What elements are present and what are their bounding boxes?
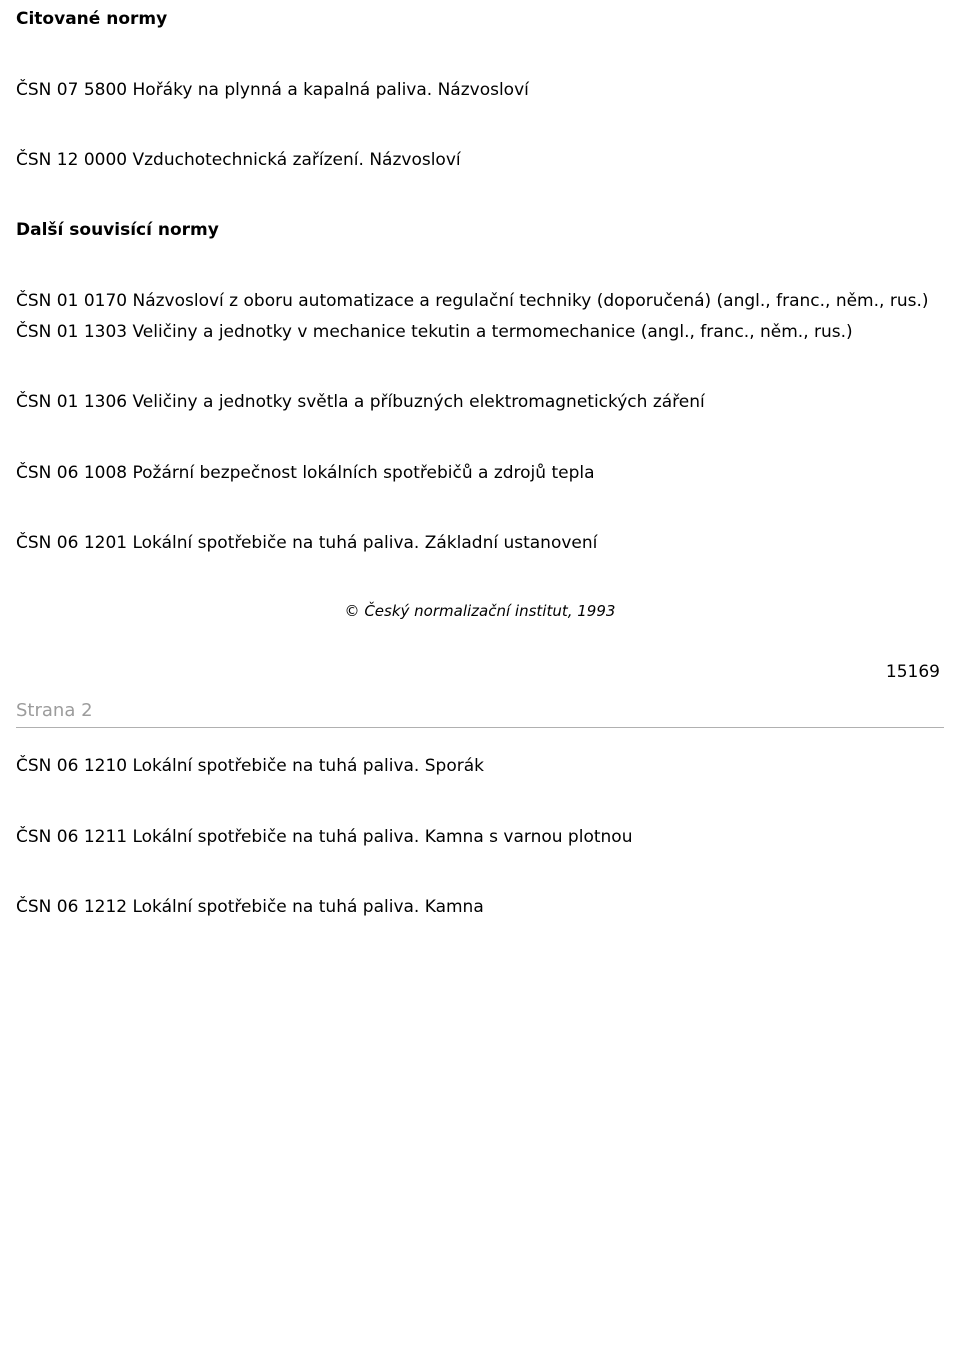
standard-entry: ČSN 01 1303 Veličiny a jednotky v mechan… [16, 320, 944, 345]
standard-entry: ČSN 12 0000 Vzduchotechnická zařízení. N… [16, 148, 944, 173]
standard-entry: ČSN 01 0170 Názvosloví z oboru automatiz… [16, 289, 944, 314]
section-heading-cited-standards: Citované normy [16, 8, 944, 32]
standard-entry: ČSN 06 1211 Lokální spotřebiče na tuhá p… [16, 825, 944, 850]
document-number: 15169 [16, 662, 944, 682]
page-divider [16, 727, 944, 728]
document-page: Citované normy ČSN 07 5800 Hořáky na ply… [0, 0, 960, 990]
standard-entry: ČSN 06 1008 Požární bezpečnost lokálních… [16, 461, 944, 486]
standard-entry: ČSN 06 1212 Lokální spotřebiče na tuhá p… [16, 895, 944, 920]
standard-entry: ČSN 06 1201 Lokální spotřebiče na tuhá p… [16, 531, 944, 556]
standard-entry: ČSN 01 1306 Veličiny a jednotky světla a… [16, 390, 944, 415]
section-heading-related-standards: Další souvisící normy [16, 219, 944, 243]
standard-entry: ČSN 07 5800 Hořáky na plynná a kapalná p… [16, 78, 944, 103]
page-number-label: Strana 2 [16, 700, 944, 721]
standard-entry: ČSN 06 1210 Lokální spotřebiče na tuhá p… [16, 754, 944, 779]
copyright-line: © Český normalizační institut, 1993 [16, 602, 944, 620]
